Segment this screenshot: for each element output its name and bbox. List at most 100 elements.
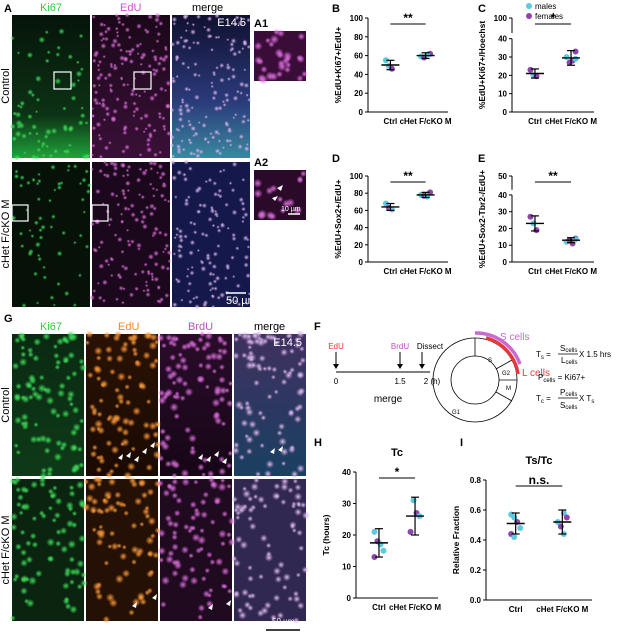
data-point-male: [380, 547, 387, 554]
significance-label: **: [403, 169, 413, 183]
y-tick-label: 0.0: [470, 596, 482, 605]
y-tick-label: 80: [354, 33, 363, 42]
y-tick-label: 10: [498, 241, 507, 250]
dots-a1-edu-texture: [90, 12, 172, 159]
x-category-label: Ctrl: [528, 117, 542, 126]
y-tick-label: 0: [503, 258, 508, 267]
x-category-label: cHet F/cKO M: [536, 605, 588, 614]
roi-box-a-ki67-control: [53, 71, 72, 90]
y-tick-label: 50: [498, 172, 507, 181]
significance-label: **: [403, 11, 413, 25]
y-tick-label: 30: [498, 208, 507, 217]
scale-label-a: 50 µm: [226, 295, 257, 307]
y-tick-label: 100: [494, 14, 508, 23]
panel-letter-e: E: [478, 153, 485, 165]
y-tick-label: 0: [359, 258, 364, 267]
data-point-male: [572, 55, 579, 62]
panel-letter-g: G: [4, 313, 13, 325]
y-tick-label: 20: [498, 224, 507, 233]
y-tick-label: 40: [498, 191, 507, 200]
dots-a1-merge-texture: [169, 13, 252, 159]
y-tick-label: 80: [354, 189, 363, 198]
y-tick-label: 60: [354, 52, 363, 61]
panel-a-channel-ki67: Ki67: [40, 2, 62, 14]
legend-males: males: [535, 2, 556, 11]
inset-label-a1: A1: [254, 18, 268, 30]
y-tick-label: 100: [350, 172, 364, 181]
x-category-label: cHet F/cKO M: [400, 117, 452, 126]
significance-label: *: [551, 11, 556, 25]
x-category-label: Ctrl: [372, 603, 386, 612]
data-point-female: [371, 554, 378, 561]
data-point-female: [572, 48, 579, 55]
cycle-label-s-cells: S cells: [500, 332, 529, 343]
significance-label: **: [548, 169, 558, 183]
cycle-label-g1: G1: [452, 410, 461, 416]
svg-text:Scells: Scells: [560, 344, 577, 354]
legend-female-marker: [526, 13, 532, 19]
chart-e: E 0 10 20 30 40 50 %EdU+Sox2-Tbr2-/EdU+ Ctrl cHet…: [477, 153, 597, 276]
cycle-label-g2: G2: [502, 371, 511, 377]
y-tick-label: 40: [354, 224, 363, 233]
legend-females: females: [535, 12, 563, 21]
chart-c: C 0 10 20 30 40 100 %EdU+Ki67+/Hoechst Ctrl cHet …: [477, 3, 597, 126]
data-point-male: [517, 525, 524, 531]
y-axis-title: %EdU+Sox2+/EdU+: [333, 179, 343, 258]
panel-g-channel-edu: EdU: [118, 321, 139, 333]
panel-g-channel-brdu: BrdU: [188, 321, 213, 333]
x-category-label: cHet F/cKO M: [389, 603, 441, 612]
chart-b: B 0 20 40 60 80 100 %EdU+Ki67+/EdU+ Ctrl cHet F/c…: [332, 3, 452, 126]
micrograph-a-ki67-mutant: [12, 162, 90, 307]
legend-male-marker: [526, 3, 532, 9]
y-tick-label: 20: [498, 71, 507, 80]
svg-text:Pcells: Pcells: [560, 388, 577, 398]
svg-text:Pcells = Ki67+: Pcells = Ki67+: [538, 373, 585, 384]
svg-text:X 1.5 hrs: X 1.5 hrs: [579, 350, 611, 359]
data-point-male: [382, 57, 389, 64]
inset-a2-scale-label: 10 µm: [281, 206, 301, 213]
panel-letter-h: H: [314, 437, 322, 449]
timeline-label-brdu: BrdU: [391, 342, 409, 351]
y-tick-label: 10: [342, 563, 351, 572]
x-category-label: Ctrl: [509, 605, 523, 614]
row-label-a-mutant: cHet F/cKO M: [0, 199, 12, 268]
y-tick-label: 40: [354, 70, 363, 79]
y-tick-label: 30: [498, 53, 507, 62]
timeline-f: [333, 352, 430, 373]
timeline-tick-0: 0: [334, 377, 339, 386]
row-label-a-control: Control: [0, 68, 12, 103]
inset-a2-arrowheads: [272, 185, 283, 201]
panel-g-channel-ki67: Ki67: [40, 321, 62, 333]
y-tick-label: 0.8: [470, 476, 482, 485]
panel-letter-i: I: [460, 437, 463, 449]
y-tick-label: 0: [503, 108, 508, 117]
data-point-male: [511, 534, 518, 540]
timeline-label-edu: EdU: [328, 342, 344, 351]
x-category-label: cHet F/cKO M: [545, 267, 597, 276]
arrowheads-g: [118, 442, 283, 610]
formula-p: Pcells = Ki67+: [538, 373, 585, 384]
dots-a2-ki67-texture: [10, 164, 92, 308]
x-category-label: cHet F/cKO M: [400, 267, 452, 276]
chart-title: Ts/Tc: [525, 455, 552, 467]
svg-text:X Ts: X Ts: [579, 394, 594, 405]
stage-label-g: E14.5: [273, 337, 302, 349]
panel-a-channel-merge: merge: [192, 2, 223, 14]
y-tick-label: 40: [498, 35, 507, 44]
y-tick-label: 40: [342, 468, 351, 477]
y-tick-label: 0: [347, 594, 352, 603]
y-tick-label: 0: [359, 108, 364, 117]
panel-letter-f: F: [314, 321, 321, 333]
data-point-female: [563, 514, 570, 521]
x-category-label: Ctrl: [384, 267, 398, 276]
scale-label-g: 50 µm: [272, 617, 295, 626]
dots-inset1-texture: [253, 28, 308, 85]
data-point-male: [382, 200, 389, 207]
y-axis-title: %EdU+Ki67+/Hoechst: [477, 21, 487, 110]
formula-tc: Tc = Pcells Scells X Ts: [536, 388, 594, 411]
timeline-tick-2: 2 (h): [424, 377, 441, 386]
panel-letter-d: D: [332, 153, 340, 165]
chart-h: H Tc 0 10 20 30 40 Tc (hours) Ctrl cHet F/cKO M *: [314, 437, 441, 612]
data-point-male: [371, 528, 378, 535]
